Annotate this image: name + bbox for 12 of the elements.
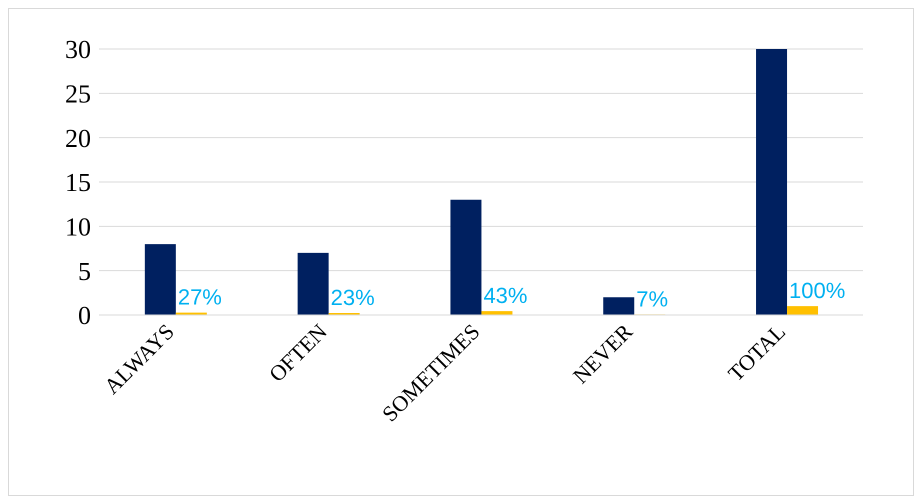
- data-label: 23%: [330, 284, 375, 310]
- data-label: 43%: [483, 283, 528, 308]
- y-tick-label: 30: [65, 35, 91, 64]
- data-label: 27%: [178, 284, 222, 310]
- data-label: 7%: [636, 286, 668, 312]
- y-tick-label: 0: [78, 301, 91, 330]
- y-tick-label: 25: [65, 80, 91, 109]
- y-tick-label: 10: [65, 212, 91, 242]
- y-tick-label: 15: [65, 168, 91, 198]
- y-tick-label: 5: [78, 256, 91, 286]
- y-tick-label: 20: [65, 124, 91, 153]
- data-label: 100%: [789, 278, 846, 304]
